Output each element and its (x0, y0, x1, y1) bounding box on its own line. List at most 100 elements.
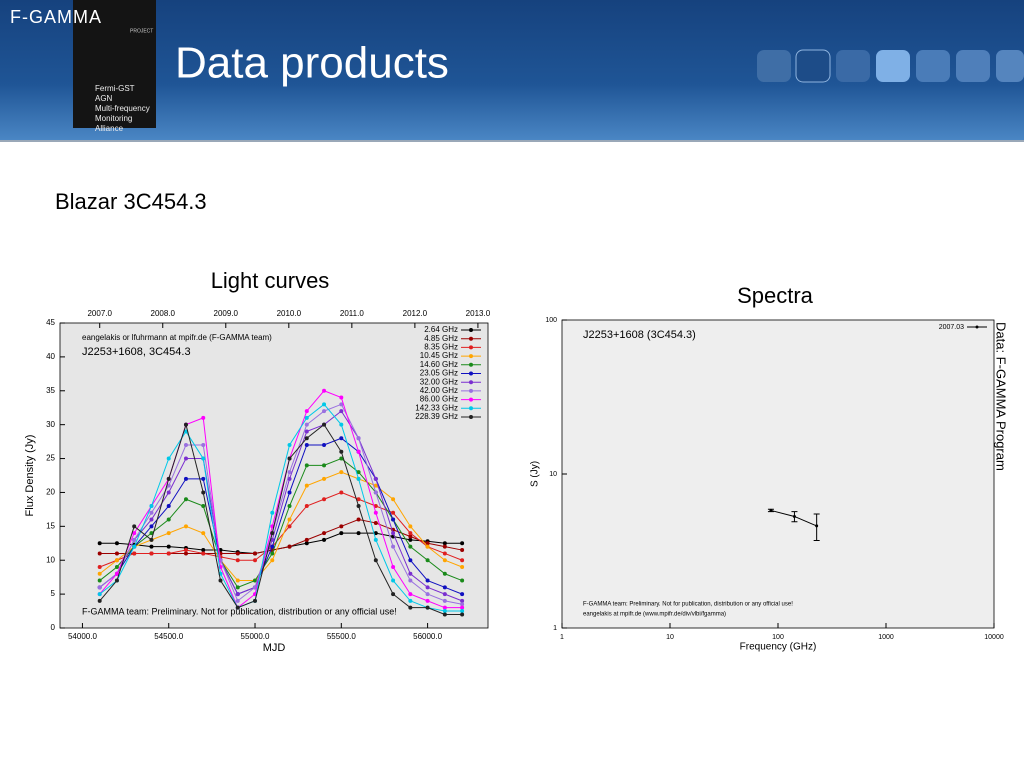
data-point (183, 548, 188, 553)
logo-sub: PROJECT (130, 28, 153, 34)
data-point (408, 534, 413, 539)
data-point (408, 537, 413, 542)
legend-label: 86.00 GHz (420, 395, 458, 404)
deco (757, 50, 791, 82)
data-point (373, 537, 378, 542)
data-point (183, 476, 188, 481)
data-point (769, 508, 773, 512)
data-point (339, 395, 344, 400)
data-point (373, 483, 378, 488)
data-point (235, 585, 240, 590)
y-tick-label: 100 (545, 317, 557, 324)
data-point (408, 592, 413, 597)
legend-marker (469, 362, 473, 367)
data-point (235, 558, 240, 563)
data-point (322, 476, 327, 481)
data-point (287, 470, 292, 475)
data-point (132, 537, 137, 542)
badge-line: AGN (95, 94, 113, 103)
subtitle: Blazar 3C454.3 (55, 189, 207, 214)
annotation: eangelakis at mpifr.de (www.mpifr.de/div… (583, 612, 726, 618)
data-point (114, 565, 119, 569)
data-point (425, 598, 430, 603)
data-point (391, 517, 396, 522)
series-line (99, 422, 463, 615)
data-point (218, 578, 223, 583)
data-point (201, 490, 206, 495)
data-point (425, 541, 430, 546)
y-tick-label: 1 (553, 625, 557, 632)
badge-line: Monitoring (95, 114, 132, 123)
data-point (304, 429, 309, 434)
data-point (792, 514, 796, 518)
data-point (253, 551, 258, 556)
legend-marker (469, 345, 473, 350)
annotation: eangelakis or lfuhrmann at mpifr.de (F-G… (82, 333, 272, 342)
series-line (99, 403, 463, 612)
data-point (373, 510, 378, 515)
data-point (97, 585, 102, 590)
data-point (149, 517, 154, 522)
logo: F-GAMMA (10, 7, 102, 27)
x-tick-label: 10000 (984, 634, 1004, 641)
data-point (425, 592, 430, 597)
data-point (322, 497, 327, 502)
data-point (201, 456, 206, 461)
legend-marker (469, 328, 473, 332)
y-tick-label: 35 (46, 386, 55, 395)
data-point (235, 578, 240, 583)
x2-tick-label: 2013.0 (466, 309, 491, 318)
data-point (183, 497, 188, 502)
y-tick-label: 5 (51, 589, 56, 598)
data-point (442, 592, 447, 597)
x2-tick-label: 2011.0 (340, 309, 364, 318)
data-point (373, 476, 378, 481)
data-point (322, 422, 327, 427)
y-tick-label: 30 (46, 420, 55, 429)
data-point (270, 558, 275, 563)
legend-marker (469, 388, 473, 393)
data-point (460, 565, 465, 569)
legend-marker (469, 380, 473, 385)
data-point (356, 470, 361, 475)
series-line (99, 457, 463, 588)
badge-line: Fermi-GST (95, 84, 135, 93)
data-point (270, 531, 275, 536)
data-point (460, 602, 465, 607)
data-point (391, 531, 396, 536)
data-point (166, 531, 171, 536)
data-point (304, 463, 309, 468)
x-tick-label: 55500.0 (327, 632, 356, 641)
y-tick-label: 25 (46, 454, 55, 463)
y-tick-label: 15 (46, 521, 55, 530)
data-point (201, 443, 206, 447)
data-point (408, 578, 413, 583)
data-point (304, 504, 309, 508)
data-point (425, 585, 430, 590)
data-point (201, 551, 206, 556)
data-point (356, 504, 361, 508)
data-point (97, 551, 102, 556)
data-point (356, 517, 361, 522)
data-point (322, 463, 327, 468)
x-tick-label: 54000.0 (68, 632, 97, 641)
data-point (339, 490, 344, 495)
data-point (201, 504, 206, 508)
data-point (356, 449, 361, 454)
data-point (408, 605, 413, 610)
legend-label: 32.00 GHz (420, 377, 458, 386)
series-line (99, 491, 463, 568)
annotation: J2253+1608, 3C454.3 (82, 346, 191, 358)
data-point (460, 609, 465, 614)
data-point (442, 571, 447, 576)
data-point (287, 544, 292, 549)
series-line (99, 437, 463, 595)
data-point (339, 531, 344, 536)
plot-area (561, 319, 995, 629)
legend-label: 2007.03 (939, 324, 964, 331)
data-point (166, 490, 171, 495)
data-point (460, 612, 465, 617)
data-point (304, 409, 309, 414)
